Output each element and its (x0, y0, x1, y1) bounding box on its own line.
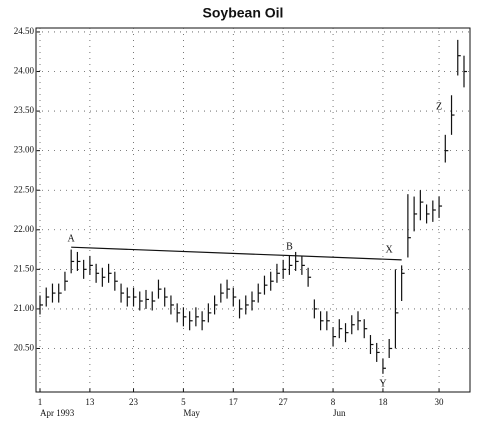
annotation: A (68, 234, 76, 245)
x-tick-label: 27 (279, 397, 289, 407)
annotation: Y (379, 378, 386, 389)
annotation: X (386, 245, 394, 256)
month-label: May (183, 408, 200, 418)
x-tick-label: 23 (129, 397, 139, 407)
y-tick-label: 20.50 (14, 343, 35, 353)
x-tick-label: 8 (331, 397, 336, 407)
y-tick-label: 21.50 (14, 263, 35, 273)
annotation: B (286, 241, 293, 252)
y-tick-label: 24.00 (14, 66, 35, 76)
plot-frame (35, 27, 471, 393)
annotation: Z (436, 101, 442, 112)
y-tick-label: 22.00 (14, 224, 35, 234)
x-tick-label: 18 (378, 397, 388, 407)
y-tick-label: 21.00 (14, 303, 35, 313)
x-tick-label: 1 (38, 397, 43, 407)
trendline (71, 246, 402, 261)
x-tick-label: 13 (85, 397, 95, 407)
month-label: Jun (333, 408, 346, 418)
chart-title: Soybean Oil (203, 5, 284, 21)
y-tick-label: 22.50 (14, 184, 35, 194)
month-label: Apr 1993 (40, 408, 75, 418)
y-tick-label: 24.50 (14, 26, 35, 36)
x-tick-label: 30 (435, 397, 445, 407)
x-tick-label: 17 (229, 397, 239, 407)
x-tick-label: 5 (181, 397, 186, 407)
y-tick-label: 23.00 (14, 145, 35, 155)
y-tick-label: 23.50 (14, 105, 35, 115)
